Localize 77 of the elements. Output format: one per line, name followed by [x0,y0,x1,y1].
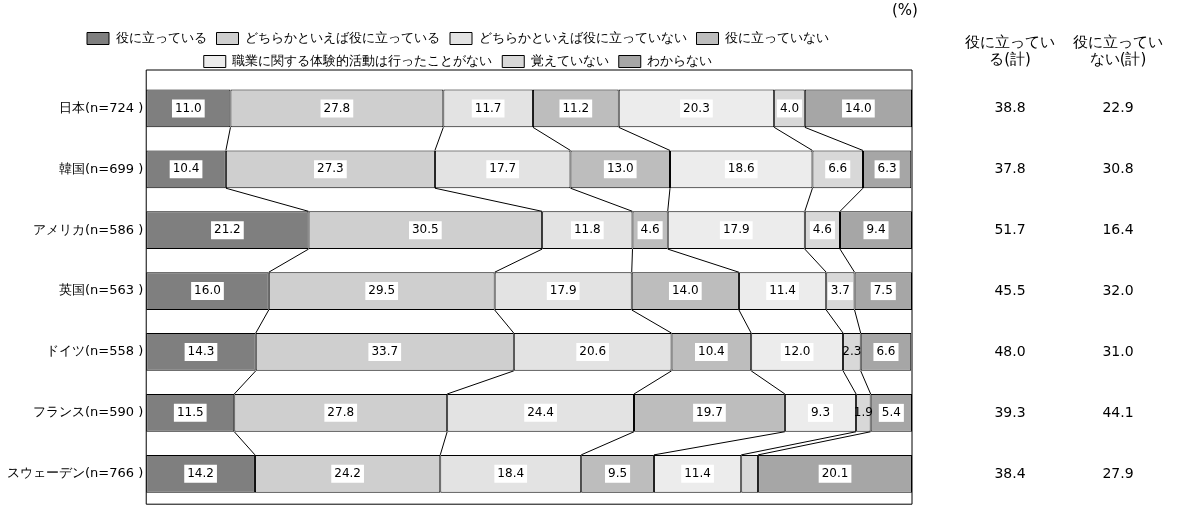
data-label: 7.5 [873,283,893,298]
text: 38.4 [993,464,1027,482]
data-label: 9.4 [866,222,886,237]
data-label: 10.4 [698,344,725,359]
data-label: 11.0 [174,100,202,115]
data-label: 12.0 [783,344,811,359]
legend-label: 覚えていない [530,52,609,68]
y-tick-label: 英国(n=563 ) [58,282,144,298]
data-label: 4.6 [640,222,660,237]
text: 30.8 [1101,160,1135,178]
data-label: 14.0 [671,283,699,298]
data-label: 11.5 [176,405,204,419]
y-tick-label: ドイツ(n=558 ) [45,343,144,359]
data-label: 11.8 [573,222,601,237]
data-label: 17.7 [489,161,517,176]
data-label: 20.3 [683,100,710,115]
y-tick-label: 韓国(n=699 ) [58,160,144,176]
text: 37.8 [993,160,1027,178]
text: 27.9 [1101,464,1135,482]
data-label: 6.6 [876,344,896,359]
data-label: 29.5 [368,283,396,298]
data-label: 14.3 [187,344,215,359]
data-label: 16.0 [194,283,221,298]
text: 38.8 [993,99,1027,117]
legend-label: わからない [647,52,713,68]
data-label: 21.2 [214,222,241,237]
data-label: 27.8 [323,100,351,115]
data-label: 11.7 [474,100,502,115]
data-label: 24.4 [527,405,554,419]
data-label: 11.4 [769,283,796,298]
data-label: 24.2 [334,465,361,480]
y-tick-label: スウェーデン(n=766 ) [6,465,144,481]
text: 31.0 [1101,342,1135,360]
data-label: 14.0 [845,100,872,115]
data-label: 27.8 [327,405,355,419]
text: 45.5 [993,282,1027,300]
text: 16.4 [1101,221,1135,239]
text: 役に立っていない(計) [1072,33,1164,68]
data-label: 11.4 [684,465,711,480]
data-label: 9.3 [810,405,831,419]
text: 32.0 [1101,282,1135,300]
text: 44.1 [1101,403,1135,421]
y-tick-label: 日本(n=724 ) [58,99,144,115]
data-label: 14.2 [187,465,214,480]
data-label: 4.0 [779,100,800,115]
text: 役に立っている(計) [964,33,1056,68]
data-label: 6.6 [828,161,848,176]
data-label: 10.4 [172,161,200,176]
data-label: 18.6 [727,161,755,176]
data-label: 3.7 [830,283,850,298]
data-label: 6.3 [877,161,897,176]
data-label: 19.7 [696,405,723,419]
data-label: 20.1 [821,465,849,480]
legend-label: 役に立っていない [725,29,829,45]
text: (%) [892,1,918,19]
data-label: 33.7 [371,344,399,359]
data-label: 13.0 [606,161,634,176]
data-label: 4.6 [812,222,832,237]
data-label: 17.9 [722,222,750,237]
data-label: 27.3 [317,161,344,176]
data-label: 11.2 [562,100,590,115]
legend-label: 職業に関する体験的活動は行ったことがない [232,52,493,68]
data-label: 9.5 [608,465,628,480]
text: 48.0 [993,342,1027,360]
text: 51.7 [993,221,1027,239]
data-label: 5.4 [881,405,901,419]
legend-label: どちらかといえば役に立っている [245,29,440,45]
y-tick-label: アメリカ(n=586 ) [32,221,144,237]
data-label: 18.4 [497,465,525,480]
data-label: 17.9 [549,283,577,298]
y-tick-label: フランス(n=590 ) [32,404,144,420]
text: 22.9 [1101,99,1135,117]
legend-label: どちらかといえば役に立っていない [478,29,687,45]
data-label: 20.6 [579,344,607,359]
data-label: 30.5 [411,222,439,237]
legend-label: 役に立っている [115,29,207,45]
text: 39.3 [993,403,1027,421]
